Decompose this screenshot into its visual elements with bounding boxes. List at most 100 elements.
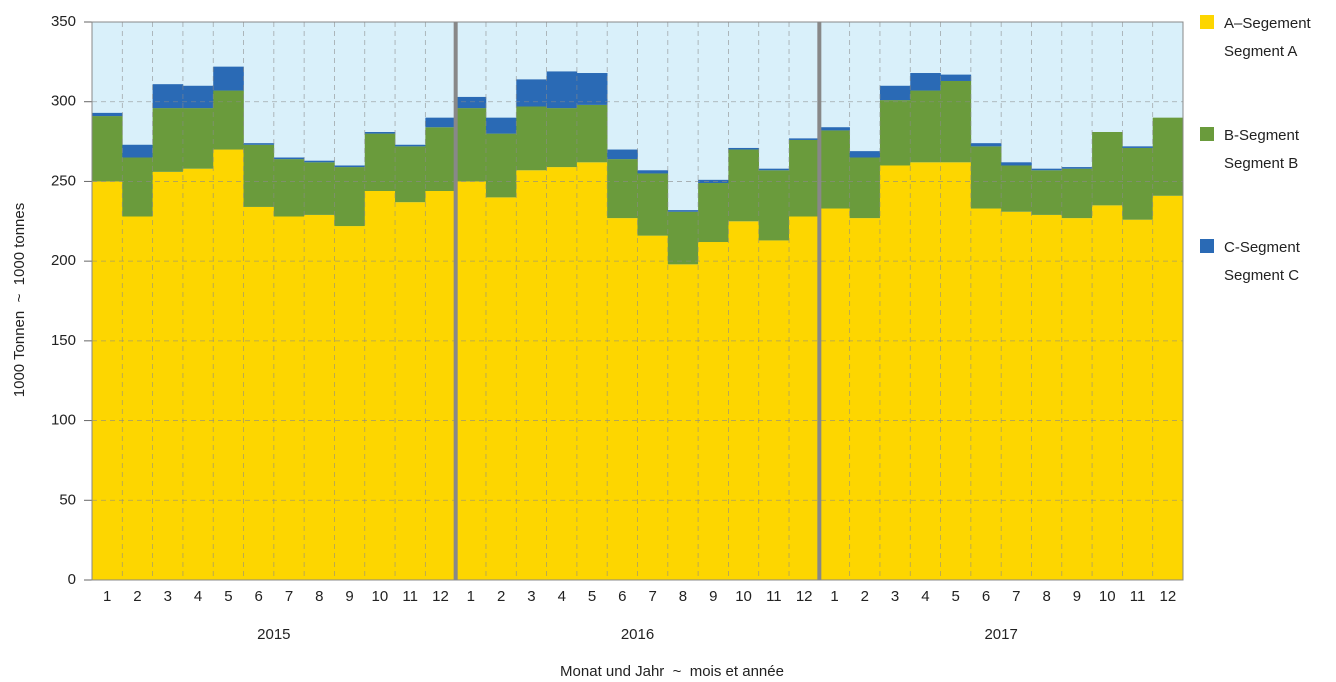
- bar-segment: [879, 85, 911, 101]
- bar-segment: [910, 90, 941, 163]
- bar-segment: [849, 151, 881, 158]
- bar-segment: [970, 146, 1002, 209]
- x-tick-label: 2: [497, 588, 505, 605]
- bar-segment: [425, 127, 456, 191]
- bar-segment: [667, 210, 699, 212]
- legend-label: A–Segement: [1224, 15, 1312, 32]
- bar-segment: [122, 144, 153, 158]
- bar-segment: [122, 216, 153, 580]
- bar-segment: [910, 162, 941, 580]
- year-label: 2015: [257, 626, 290, 643]
- bar-segment: [849, 157, 881, 219]
- x-tick-label: 1: [830, 588, 838, 605]
- x-tick-label: 9: [709, 588, 717, 605]
- legend-swatch: [1200, 239, 1214, 253]
- year-label: 2016: [621, 626, 654, 643]
- year-label: 2017: [984, 626, 1017, 643]
- bar-segment: [1061, 167, 1093, 169]
- x-tick-label: 10: [372, 588, 389, 605]
- bar-segment: [1152, 195, 1184, 580]
- x-tick-label: 8: [679, 588, 687, 605]
- bar-segment: [485, 117, 517, 134]
- x-tick-label: 9: [345, 588, 353, 605]
- bar-segment: [1031, 170, 1063, 215]
- x-tick-label: 7: [1012, 588, 1020, 605]
- x-tick-label: 5: [952, 588, 960, 605]
- bar-segment: [516, 170, 547, 581]
- bar-segment: [819, 130, 850, 209]
- bar-segment: [1122, 219, 1153, 581]
- bar-segment: [243, 144, 275, 207]
- bar-segment: [364, 190, 396, 580]
- bar-segment: [273, 159, 305, 217]
- bar-segment: [940, 74, 972, 81]
- bar-segment: [546, 71, 578, 109]
- x-tick-label: 4: [921, 588, 929, 605]
- bar-segment: [789, 138, 820, 140]
- bar-segment: [607, 218, 638, 580]
- legend-swatch: [1200, 15, 1214, 29]
- y-tick-label: 350: [51, 13, 76, 30]
- y-tick-label: 50: [59, 491, 76, 508]
- x-tick-label: 2: [861, 588, 869, 605]
- x-tick-label: 7: [648, 588, 656, 605]
- bar-segment: [879, 165, 911, 580]
- x-tick-label: 5: [588, 588, 596, 605]
- bar-segment: [425, 190, 456, 580]
- bar-segment: [273, 216, 305, 580]
- bar-segment: [576, 162, 608, 580]
- bar-segment: [1031, 214, 1063, 580]
- bar-segment: [910, 73, 941, 91]
- bar-segment: [970, 143, 1002, 147]
- bar-segment: [213, 90, 244, 150]
- bar-segment: [637, 170, 669, 174]
- bar-segment: [364, 132, 396, 134]
- bar-segment: [455, 108, 487, 182]
- bar-segment: [273, 157, 305, 160]
- bar-segment: [1001, 211, 1032, 580]
- bar-segment: [637, 235, 669, 581]
- plot-frame: [91, 21, 1184, 581]
- x-tick-label: 1: [103, 588, 111, 605]
- bar-segment: [789, 216, 820, 580]
- x-tick-label: 3: [164, 588, 172, 605]
- bar-segment: [819, 208, 850, 580]
- bar-segment: [728, 221, 760, 581]
- x-tick-label: 12: [432, 588, 449, 605]
- bar-segment: [940, 80, 972, 163]
- x-tick-label: 11: [1130, 588, 1146, 605]
- x-tick-label: 4: [194, 588, 202, 605]
- x-tick-label: 10: [1099, 588, 1116, 605]
- bar-segment: [182, 168, 214, 580]
- bar-segment: [213, 66, 244, 91]
- bar-segment: [637, 173, 669, 236]
- bar-segment: [304, 162, 335, 215]
- bar-segment: [122, 157, 153, 217]
- bar-segment: [455, 181, 487, 580]
- bar-segment: [1122, 147, 1153, 220]
- bar-segment: [1122, 146, 1153, 148]
- y-axis-label: 1000 Tonnen ~ 1000 tonnes: [11, 203, 28, 397]
- bar-segment: [455, 96, 487, 109]
- bar-segment: [576, 73, 608, 105]
- x-tick-label: 10: [735, 588, 752, 605]
- x-tick-label: 12: [1160, 588, 1177, 605]
- legend-label: B-Segment: [1224, 127, 1300, 144]
- x-tick-label: 3: [527, 588, 535, 605]
- x-tick-label: 11: [402, 588, 418, 605]
- bar-segment: [576, 104, 608, 163]
- bar-segment: [425, 117, 456, 128]
- bar-segment: [546, 108, 578, 168]
- y-tick-label: 150: [51, 332, 76, 349]
- bar-segment: [667, 211, 699, 265]
- bar-segment: [304, 160, 335, 163]
- bar-segment: [395, 202, 426, 580]
- bar-segment: [1152, 117, 1184, 196]
- bar-segment: [334, 226, 366, 580]
- y-tick-label: 200: [51, 252, 76, 269]
- bar-segment: [182, 85, 214, 109]
- bar-segment: [1001, 162, 1032, 166]
- legend-label: Segment B: [1224, 155, 1298, 172]
- x-tick-label: 1: [467, 588, 475, 605]
